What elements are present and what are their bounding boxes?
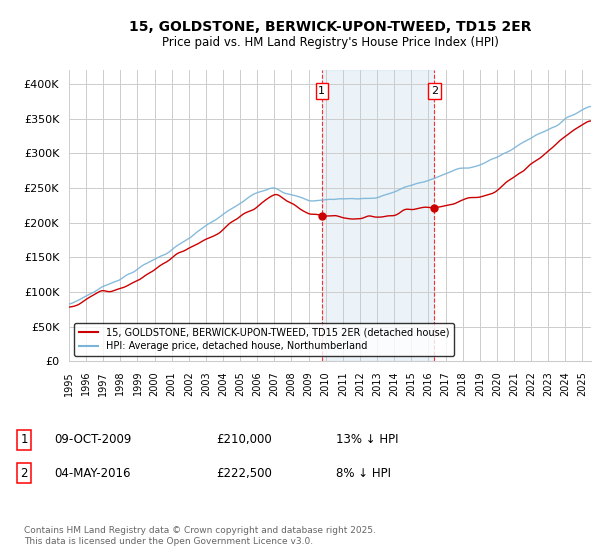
Text: 1: 1 (318, 86, 325, 96)
Text: 04-MAY-2016: 04-MAY-2016 (54, 466, 131, 480)
Text: 2: 2 (431, 86, 438, 96)
Legend: 15, GOLDSTONE, BERWICK-UPON-TWEED, TD15 2ER (detached house), HPI: Average price: 15, GOLDSTONE, BERWICK-UPON-TWEED, TD15 … (74, 323, 454, 356)
Text: 8% ↓ HPI: 8% ↓ HPI (336, 466, 391, 480)
Text: Price paid vs. HM Land Registry's House Price Index (HPI): Price paid vs. HM Land Registry's House … (161, 36, 499, 49)
Text: 1: 1 (20, 433, 28, 446)
Text: 09-OCT-2009: 09-OCT-2009 (54, 433, 131, 446)
Text: 2: 2 (20, 466, 28, 480)
Text: £222,500: £222,500 (216, 466, 272, 480)
Text: £210,000: £210,000 (216, 433, 272, 446)
Bar (322, 70, 434, 361)
Text: 13% ↓ HPI: 13% ↓ HPI (336, 433, 398, 446)
Text: Contains HM Land Registry data © Crown copyright and database right 2025.
This d: Contains HM Land Registry data © Crown c… (24, 526, 376, 546)
Text: 15, GOLDSTONE, BERWICK-UPON-TWEED, TD15 2ER: 15, GOLDSTONE, BERWICK-UPON-TWEED, TD15 … (129, 20, 531, 34)
